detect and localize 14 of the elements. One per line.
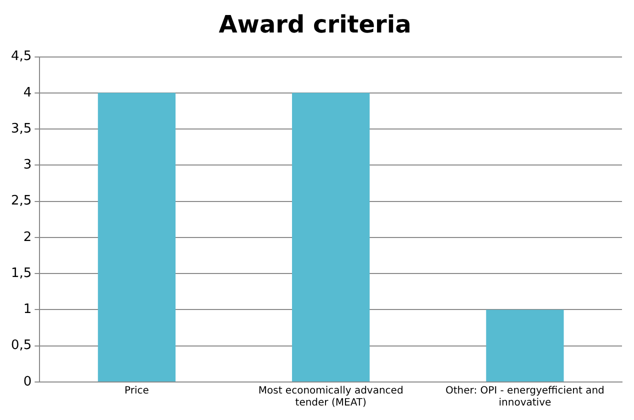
chart-title: Award criteria <box>218 10 412 39</box>
y-tick-label: 2,5 <box>10 194 32 209</box>
x-tick-label: Most economically advanced tender (MEAT) <box>258 386 404 409</box>
y-tick-label: 3 <box>23 158 32 173</box>
y-tick-label: 1,5 <box>10 266 32 281</box>
x-tick-label: Other: OPI - energyefficient and innovative <box>445 386 604 409</box>
x-tick-label: Price <box>124 386 149 397</box>
y-tick-label: 0 <box>23 374 32 390</box>
y-tick-label: 1 <box>23 302 32 318</box>
y-tick-label: 0,5 <box>10 338 32 354</box>
y-tick-label: 4 <box>23 85 32 100</box>
y-tick-label: 3,5 <box>10 121 32 136</box>
y-tick-label: 4,5 <box>10 49 32 64</box>
y-tick-label: 2 <box>23 230 32 245</box>
